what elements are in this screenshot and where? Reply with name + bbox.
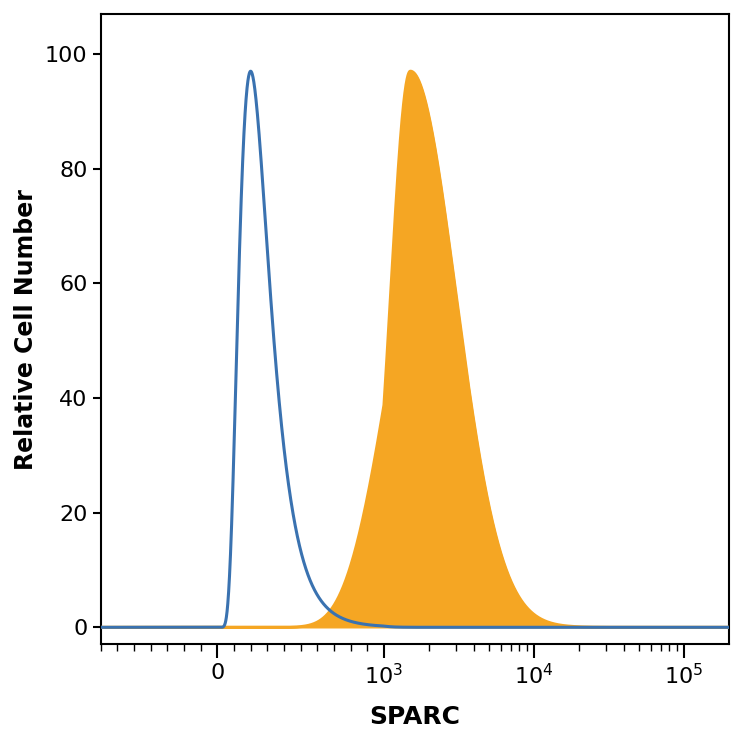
Y-axis label: Relative Cell Number: Relative Cell Number bbox=[14, 189, 38, 470]
X-axis label: SPARC: SPARC bbox=[369, 705, 461, 729]
